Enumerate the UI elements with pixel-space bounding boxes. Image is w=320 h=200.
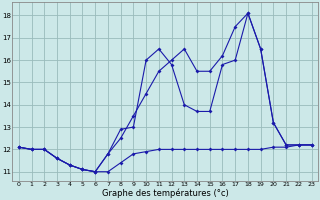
X-axis label: Graphe des températures (°c): Graphe des températures (°c) (102, 188, 228, 198)
